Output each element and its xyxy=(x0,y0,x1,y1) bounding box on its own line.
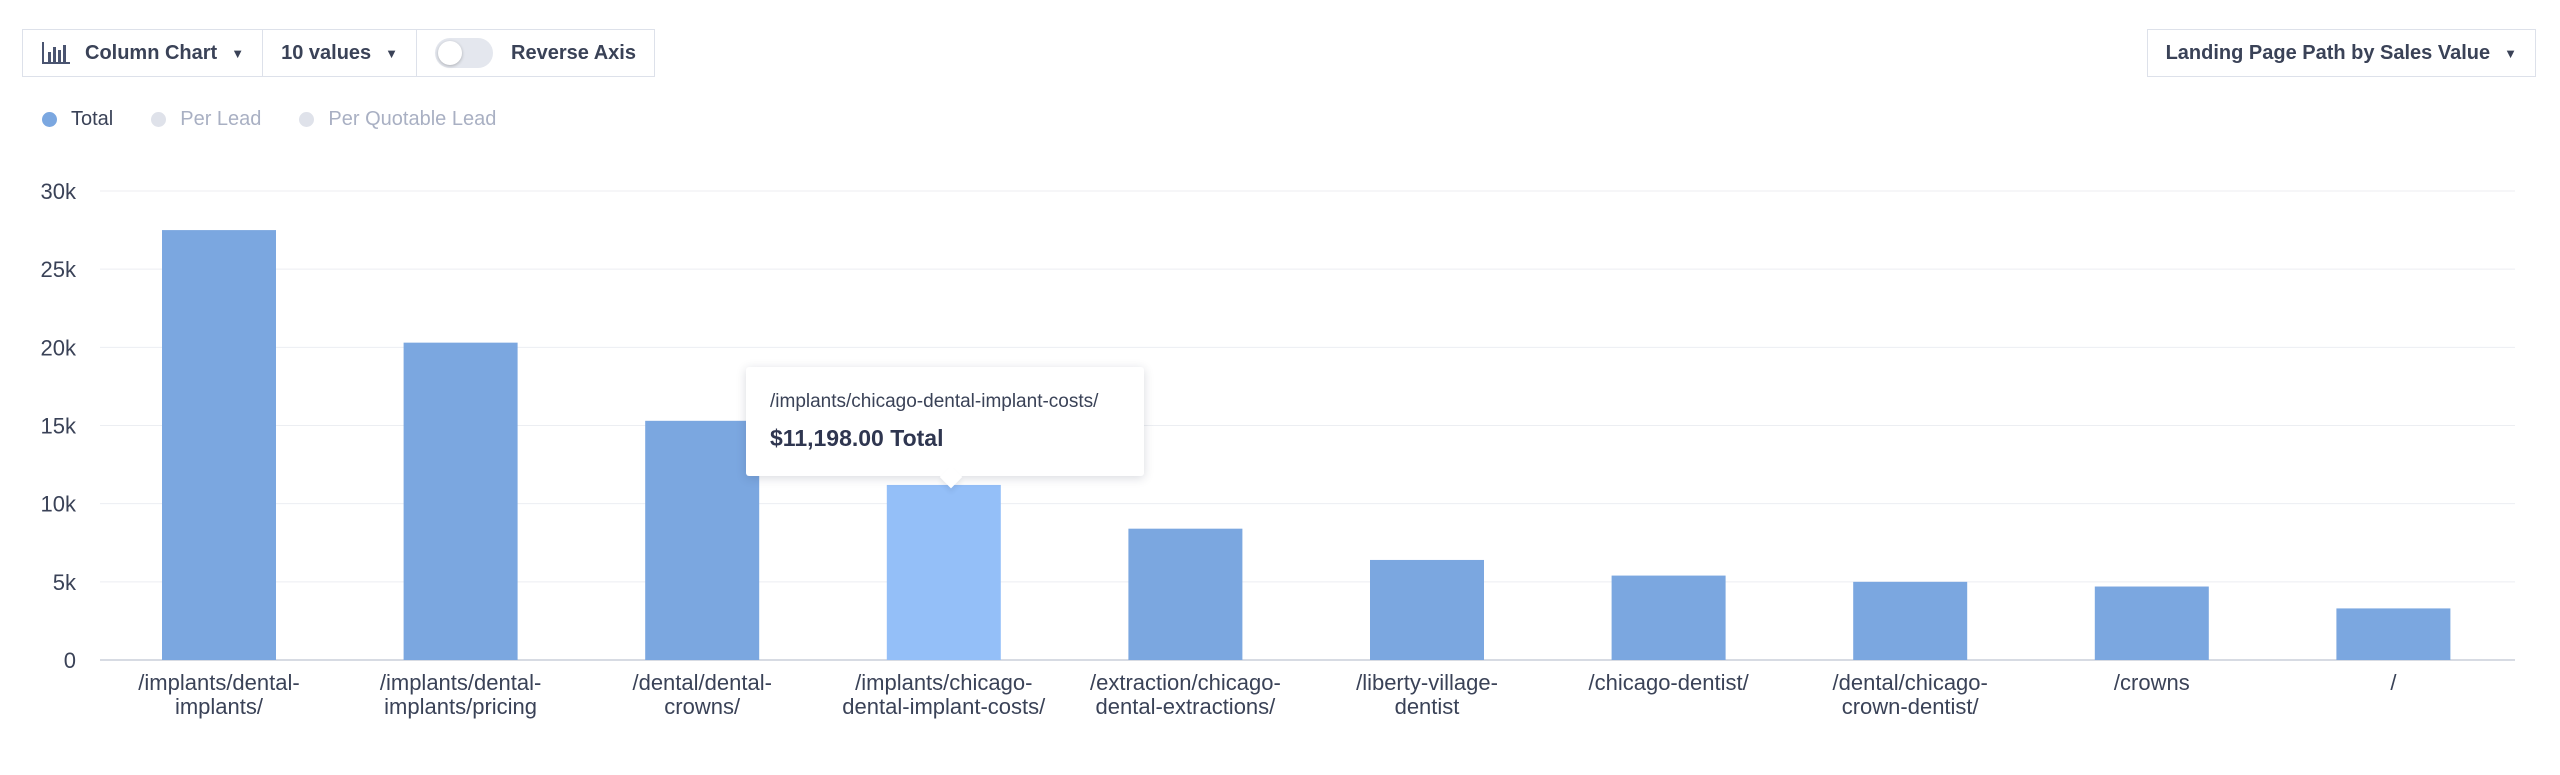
x-category-label-line: /liberty-village- xyxy=(1356,670,1498,695)
dimension-dropdown[interactable]: Landing Page Path by Sales Value ▼ xyxy=(2146,29,2536,77)
toggle-switch[interactable] xyxy=(435,38,494,68)
y-tick-label: 15k xyxy=(41,414,77,439)
tooltip-title: /implants/chicago-dental-implant-costs/ xyxy=(770,391,1099,412)
chart-tooltip: /implants/chicago-dental-implant-costs/ … xyxy=(746,367,1144,476)
bar[interactable] xyxy=(1853,581,1968,660)
bar[interactable] xyxy=(2336,608,2451,660)
bar[interactable] xyxy=(886,484,1001,660)
x-category-label-line: /dental/chicago- xyxy=(1833,670,1988,695)
x-category-label-line: dentist xyxy=(1395,694,1460,719)
y-tick-label: 25k xyxy=(41,257,77,282)
x-category-label-line: crown-dentist/ xyxy=(1842,694,1980,719)
legend-item-per-quotable-lead[interactable]: Per Quotable Lead xyxy=(299,108,496,131)
x-category-label: /dental/dental-crowns/ xyxy=(632,670,771,719)
x-category-label: /crowns xyxy=(2114,670,2190,695)
bar[interactable] xyxy=(2094,586,2209,660)
bar[interactable] xyxy=(645,420,760,660)
y-tick-label: 30k xyxy=(41,179,77,204)
x-category-label: /chicago-dentist/ xyxy=(1588,670,1749,695)
legend-label-total: Total xyxy=(71,108,114,130)
x-category-label-line: dental-implant-costs/ xyxy=(842,694,1046,719)
y-tick-label: 0 xyxy=(64,648,76,673)
legend-dot-total xyxy=(42,112,57,127)
legend-label-per-quotable-lead: Per Quotable Lead xyxy=(328,108,497,130)
x-category-label-line: /implants/dental- xyxy=(138,670,299,695)
x-category-label: /implants/dental-implants/ xyxy=(138,670,299,719)
column-chart-icon xyxy=(42,42,70,64)
legend-item-per-lead[interactable]: Per Lead xyxy=(151,108,261,131)
x-category-label: /extraction/chicago-dental-extractions/ xyxy=(1090,670,1281,719)
bar[interactable] xyxy=(1128,528,1243,660)
x-category-label: /dental/chicago-crown-dentist/ xyxy=(1833,670,1988,719)
x-category-label-line: implants/ xyxy=(175,694,264,719)
x-category-label-line: /crowns xyxy=(2114,670,2190,695)
x-category-label-line: /implants/dental- xyxy=(380,670,541,695)
caret-down-icon: ▼ xyxy=(231,45,245,61)
chart-type-dropdown[interactable]: Column Chart ▼ xyxy=(22,29,264,77)
x-category-label: /implants/dental-implants/pricing xyxy=(380,670,541,719)
x-category-label-line: /dental/dental- xyxy=(632,670,771,695)
bar[interactable] xyxy=(403,342,518,660)
caret-down-icon: ▼ xyxy=(2504,45,2517,61)
reverse-axis-toggle[interactable]: Reverse Axis xyxy=(416,29,655,77)
bar[interactable] xyxy=(1370,559,1484,660)
x-category-label-line: /extraction/chicago- xyxy=(1090,670,1281,695)
x-category-label-line: / xyxy=(2390,670,2397,695)
dimension-dropdown-label: Landing Page Path by Sales Value xyxy=(2165,41,2491,64)
legend-item-total[interactable]: Total xyxy=(42,108,113,131)
chart-toolbar: Column Chart ▼ 10 values ▼ Reverse Axis xyxy=(22,29,655,77)
x-category-label-line: dental-extractions/ xyxy=(1096,694,1277,719)
y-tick-label: 5k xyxy=(53,570,77,595)
x-category-label: / xyxy=(2390,670,2397,695)
x-category-label-line: implants/pricing xyxy=(384,694,537,719)
values-count-dropdown[interactable]: 10 values ▼ xyxy=(262,29,418,77)
x-category-label: /implants/chicago-dental-implant-costs/ xyxy=(842,670,1046,719)
bar[interactable] xyxy=(162,230,276,661)
x-category-label-line: crowns/ xyxy=(664,694,741,719)
chart-legend: Total Per Lead Per Quotable Lead xyxy=(42,108,534,131)
caret-down-icon: ▼ xyxy=(385,45,399,61)
x-category-label-line: /chicago-dentist/ xyxy=(1588,670,1749,695)
toggle-knob xyxy=(438,41,463,65)
legend-dot-per-lead xyxy=(151,112,167,127)
x-category-label: /liberty-village-dentist xyxy=(1356,670,1498,719)
tooltip-value: $11,198.00 Total xyxy=(770,425,944,451)
chart-type-label: Column Chart xyxy=(85,41,218,64)
y-tick-label: 20k xyxy=(41,335,77,360)
x-category-label-line: /implants/chicago- xyxy=(855,670,1032,695)
reverse-axis-label: Reverse Axis xyxy=(511,41,636,64)
y-tick-label: 10k xyxy=(41,492,77,517)
values-count-label: 10 values xyxy=(281,41,372,64)
legend-label-per-lead: Per Lead xyxy=(180,108,262,130)
bar[interactable] xyxy=(1611,575,1726,660)
legend-dot-per-quotable-lead xyxy=(299,112,315,127)
